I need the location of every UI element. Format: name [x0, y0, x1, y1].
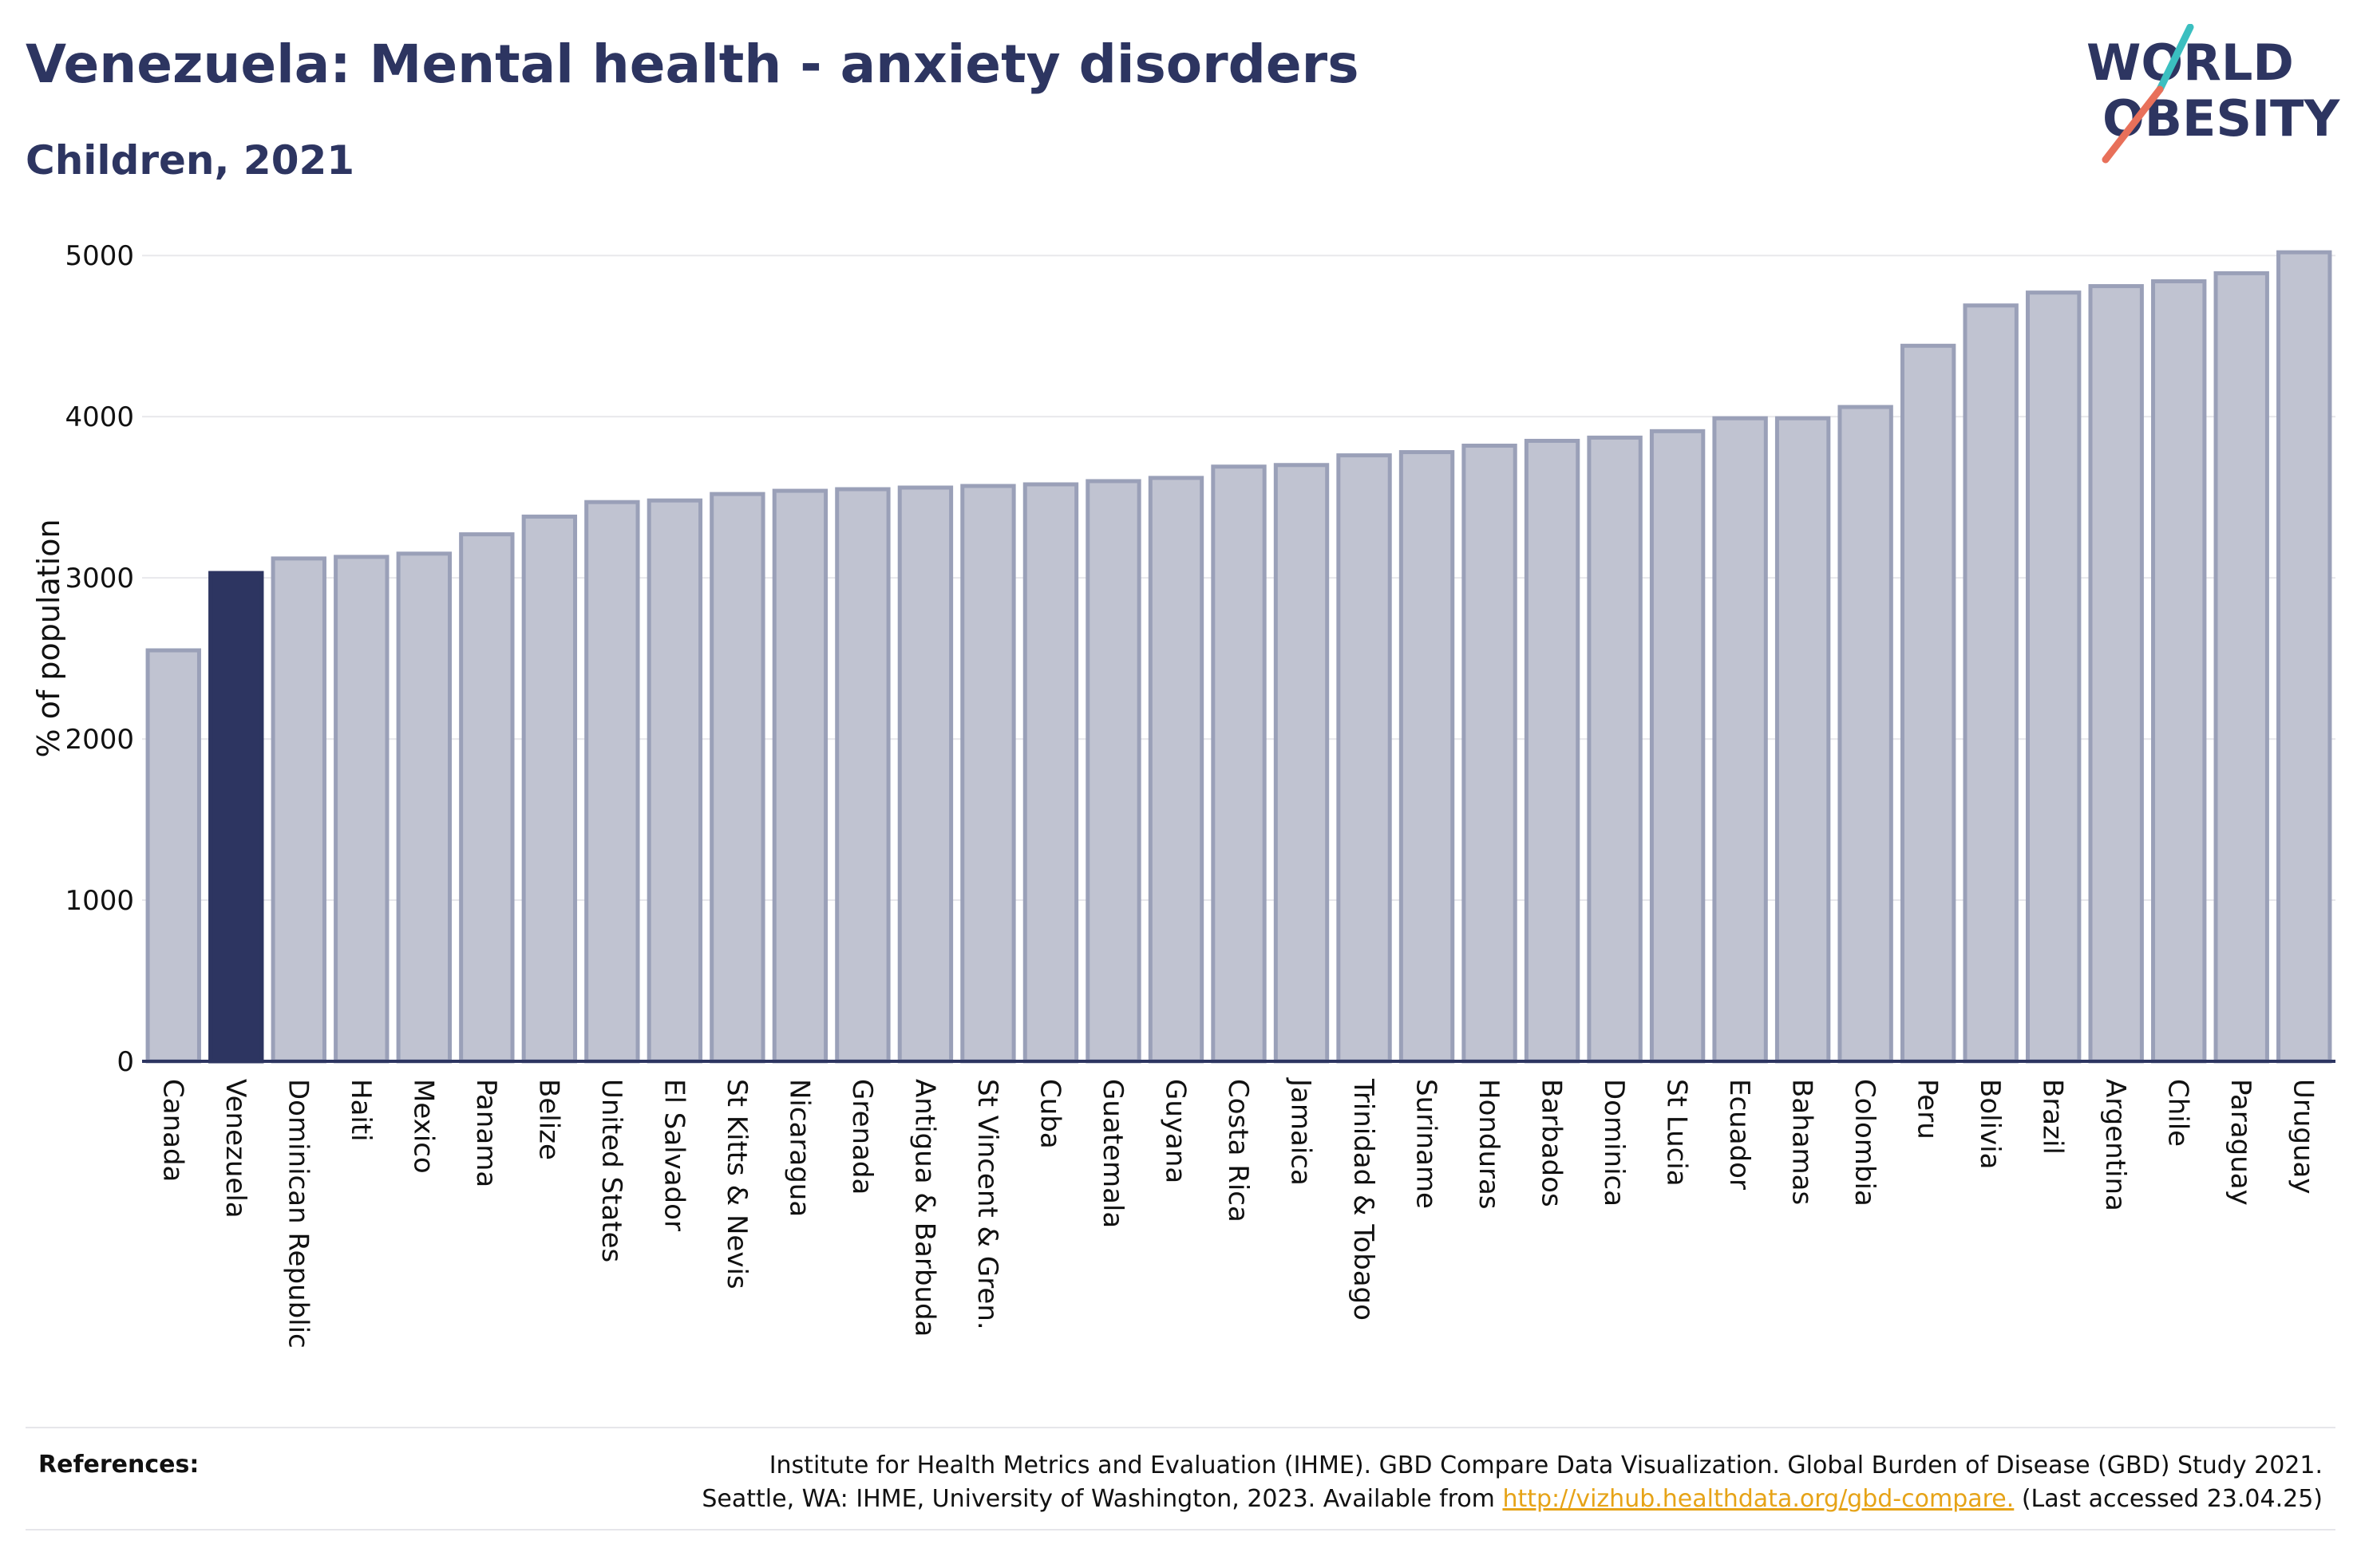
world-obesity-logo: WORLD OBESITY: [2086, 24, 2340, 164]
y-tick-label: 3000: [65, 563, 134, 594]
bar-bahamas: [1774, 416, 1831, 1064]
reference-line-2-suffix: (Last accessed 23.04.25): [2014, 1485, 2323, 1513]
bar-united-states: [584, 500, 640, 1064]
x-tick-label: Dominican Republic: [282, 1079, 314, 1349]
bar-suriname: [1398, 450, 1455, 1064]
bar-brazil: [2025, 290, 2082, 1064]
bar-costa-rica: [1211, 464, 1267, 1064]
bar-guyana: [1148, 476, 1204, 1064]
x-tick-label: Argentina: [2099, 1079, 2131, 1211]
bar-st-vincent-gren-: [960, 484, 1016, 1064]
bar-guatemala: [1086, 479, 1141, 1064]
x-axis: Canada Venezuela Dominican Republic Haiti Me…: [142, 1060, 2335, 1349]
bar-haiti: [334, 555, 390, 1064]
y-tick-label: 5000: [65, 240, 134, 272]
x-tick-label: Mexico: [407, 1079, 439, 1174]
bar-paraguay: [2213, 271, 2269, 1064]
x-tick-label: Antigua & Barbuda: [908, 1079, 940, 1337]
logo-line2: OBESITY: [2102, 89, 2340, 148]
bar-peru: [1900, 343, 1956, 1064]
x-tick-label: Grenada: [846, 1079, 878, 1195]
y-tick-label: 2000: [65, 724, 134, 756]
bar-antigua-barbuda: [897, 485, 954, 1064]
x-tick-label: Honduras: [1473, 1079, 1505, 1210]
x-tick-label: United States: [595, 1079, 627, 1262]
bar-mexico: [396, 551, 453, 1064]
y-axis: 0 1000 2000 3000 4000 5000: [65, 240, 134, 1078]
x-tick-label: Brazil: [2037, 1079, 2069, 1155]
x-tick-label: Panama: [470, 1079, 502, 1187]
bar-trinidad-tobago: [1336, 453, 1392, 1064]
x-tick-label: Suriname: [1410, 1079, 1442, 1209]
bar-st-lucia: [1649, 429, 1706, 1064]
reference-line-2-prefix: Seattle, WA: IHME, University of Washing…: [702, 1485, 1503, 1513]
bars: [145, 250, 2332, 1064]
reference-link[interactable]: http://vizhub.healthdata.org/gbd-compare…: [1502, 1485, 2015, 1513]
bar-ecuador: [1712, 416, 1768, 1064]
x-tick-label: Colombia: [1849, 1079, 1880, 1207]
bar-panama: [459, 532, 515, 1064]
x-tick-label: St Kitts & Nevis: [721, 1079, 753, 1290]
x-tick-label: Barbados: [1536, 1079, 1568, 1207]
page-subtitle: Children, 2021: [26, 137, 355, 184]
y-tick-label: 1000: [65, 885, 134, 917]
bar-cuba: [1022, 482, 1079, 1064]
bar-nicaragua: [772, 488, 829, 1064]
x-tick-label: St Vincent & Gren.: [971, 1079, 1003, 1330]
reference-line-1: Institute for Health Metrics and Evaluat…: [769, 1451, 2323, 1479]
bar-uruguay: [2276, 250, 2332, 1064]
bar-dominican-republic: [271, 556, 326, 1064]
page-title: Venezuela: Mental health - anxiety disor…: [26, 34, 1359, 95]
y-axis-label: % of population: [31, 519, 66, 757]
x-tick-label: Nicaragua: [783, 1079, 815, 1217]
y-tick-label: 4000: [65, 401, 134, 433]
x-tick-label: Peru: [1912, 1079, 1944, 1139]
x-tick-label: Jamaica: [1285, 1077, 1317, 1186]
x-tick-label: Bahamas: [1786, 1079, 1818, 1205]
x-tick-label: Costa Rica: [1222, 1079, 1254, 1222]
references-label: References:: [38, 1451, 200, 1479]
bar-el-salvador: [647, 498, 703, 1064]
bar-chile: [2151, 279, 2207, 1064]
x-tick-label: Trinidad & Tobago: [1347, 1078, 1379, 1321]
x-tick-label: Canada: [156, 1079, 188, 1182]
bar-jamaica: [1273, 463, 1330, 1064]
x-tick-label: Dominica: [1598, 1079, 1630, 1207]
x-tick-label: Uruguay: [2288, 1079, 2319, 1195]
bar-dominica: [1587, 435, 1643, 1064]
bar-venezuela: [208, 571, 264, 1064]
bar-belize: [521, 514, 578, 1064]
x-tick-label: Belize: [532, 1079, 564, 1160]
x-tick-label: Paraguay: [2225, 1079, 2256, 1206]
logo-line1: WORLD: [2086, 34, 2294, 92]
bar-st-kitts-nevis: [710, 492, 765, 1064]
bar-honduras: [1461, 444, 1517, 1064]
bar-colombia: [1837, 405, 1893, 1064]
bar-argentina: [2088, 284, 2144, 1064]
bar-barbados: [1524, 438, 1580, 1064]
x-tick-label: El Salvador: [658, 1079, 690, 1231]
x-tick-label: Cuba: [1034, 1079, 1066, 1149]
x-tick-label: Ecuador: [1723, 1079, 1755, 1190]
references-text: Institute for Health Metrics and Evaluat…: [407, 1449, 2323, 1516]
x-tick-label: Chile: [2162, 1079, 2194, 1147]
x-tick-label: Haiti: [345, 1079, 377, 1142]
bar-bolivia: [1963, 303, 2019, 1064]
x-tick-label: Bolivia: [1974, 1079, 2006, 1169]
x-tick-label: Venezuela: [219, 1079, 251, 1218]
references-section: References: Institute for Health Metrics…: [26, 1427, 2335, 1530]
x-tick-label: Guatemala: [1097, 1079, 1129, 1228]
x-tick-label: Guyana: [1159, 1079, 1191, 1183]
bar-chart: 0 1000 2000 3000 4000 5000 Canada Venezuela Dom…: [31, 240, 2335, 1349]
bar-canada: [145, 648, 201, 1064]
y-tick-label: 0: [117, 1046, 134, 1078]
x-tick-label: St Lucia: [1661, 1079, 1693, 1187]
bar-grenada: [835, 487, 891, 1064]
